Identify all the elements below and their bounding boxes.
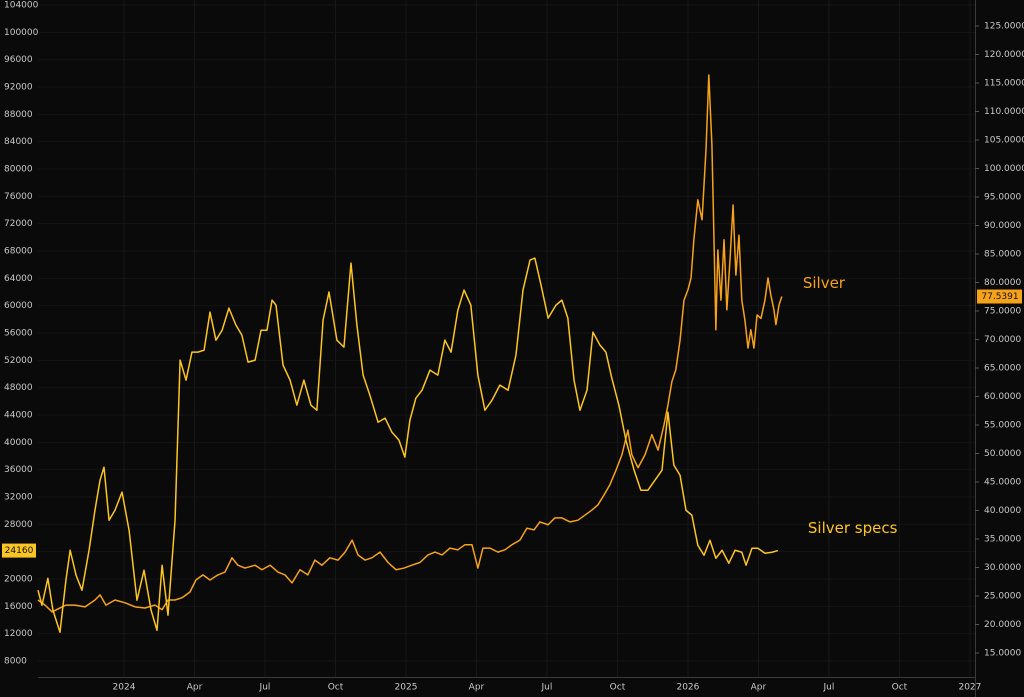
x-tick-label: Jul xyxy=(259,683,271,693)
y2-tick-label: 35.0000 xyxy=(984,535,1021,545)
y2-tick-label: 105.0000 xyxy=(984,135,1024,145)
y2-tick-label: 90.0000 xyxy=(984,221,1021,231)
y2-tick-label: 50.0000 xyxy=(984,449,1021,459)
y-tick-label: 20000 xyxy=(4,575,33,585)
y-tick-label: 80000 xyxy=(4,164,33,174)
y2-tick-label: 85.0000 xyxy=(984,249,1021,259)
y-tick-label: 16000 xyxy=(4,602,33,612)
y-tick-label: 44000 xyxy=(4,411,33,421)
x-tick-label: Jul xyxy=(823,683,835,693)
y2-tick-label: 95.0000 xyxy=(984,192,1021,202)
y2-tick-label: 65.0000 xyxy=(984,363,1021,373)
y2-tick-label: 20.0000 xyxy=(984,620,1021,630)
x-tick-label: Oct xyxy=(328,683,344,693)
y2-tick-label: 120.0000 xyxy=(984,50,1024,60)
x-tick-label: 2025 xyxy=(395,683,418,693)
y2-tick-label: 25.0000 xyxy=(984,592,1021,602)
last-value-box xyxy=(2,543,36,558)
series-line xyxy=(37,257,779,633)
x-tick-label: 2024 xyxy=(113,683,136,693)
y-tick-label: 100000 xyxy=(4,28,39,38)
y-tick-label: 32000 xyxy=(4,493,33,503)
y-tick-label: 12000 xyxy=(4,629,33,639)
last-value-label: 24160 xyxy=(5,546,34,556)
x-tick-label: Oct xyxy=(892,683,908,693)
y-tick-label: 88000 xyxy=(4,110,33,120)
y2-tick-label: 125.0000 xyxy=(984,21,1024,31)
y2-tick-label: 15.0000 xyxy=(984,649,1021,659)
y2-tick-label: 40.0000 xyxy=(984,506,1021,516)
x-tick-label: 2026 xyxy=(676,683,699,693)
last-value-box xyxy=(977,289,1022,304)
y-tick-label: 72000 xyxy=(4,219,33,229)
y2-tick-label: 30.0000 xyxy=(984,563,1021,573)
y-tick-label: 36000 xyxy=(4,465,33,475)
x-tick-label: Apr xyxy=(469,683,485,693)
series-line xyxy=(37,74,783,613)
y-tick-label: 28000 xyxy=(4,520,33,530)
y-tick-label: 48000 xyxy=(4,383,33,393)
y-tick-label: 60000 xyxy=(4,301,33,311)
y-tick-label: 76000 xyxy=(4,192,33,202)
y-tick-label: 96000 xyxy=(4,55,33,65)
y2-tick-label: 80.0000 xyxy=(984,278,1021,288)
y-tick-label: 92000 xyxy=(4,82,33,92)
x-tick-label: Apr xyxy=(751,683,767,693)
y2-tick-label: 70.0000 xyxy=(984,335,1021,345)
y2-tick-label: 60.0000 xyxy=(984,392,1021,402)
y-tick-label: 40000 xyxy=(4,438,33,448)
x-tick-label: Jul xyxy=(541,683,553,693)
series-name-label: Silver xyxy=(803,274,846,292)
y-tick-label: 8000 xyxy=(4,657,27,667)
y2-tick-label: 75.0000 xyxy=(984,306,1021,316)
x-tick-label: 2027 xyxy=(958,683,981,693)
y-tick-label: 56000 xyxy=(4,328,33,338)
y-tick-label: 84000 xyxy=(4,137,33,147)
y-tick-label: 52000 xyxy=(4,356,33,366)
y2-tick-label: 110.0000 xyxy=(984,107,1024,117)
last-value-label: 77.5391 xyxy=(981,292,1018,302)
y2-tick-label: 115.0000 xyxy=(984,78,1024,88)
y2-tick-label: 45.0000 xyxy=(984,477,1021,487)
y-tick-label: 104000 xyxy=(4,0,39,10)
y-tick-label: 64000 xyxy=(4,274,33,284)
x-tick-label: Apr xyxy=(187,683,203,693)
y-tick-label: 68000 xyxy=(4,246,33,256)
x-tick-label: Oct xyxy=(610,683,626,693)
series-name-label: Silver specs xyxy=(808,519,898,537)
y2-tick-label: 55.0000 xyxy=(984,420,1021,430)
y2-tick-label: 100.0000 xyxy=(984,164,1024,174)
